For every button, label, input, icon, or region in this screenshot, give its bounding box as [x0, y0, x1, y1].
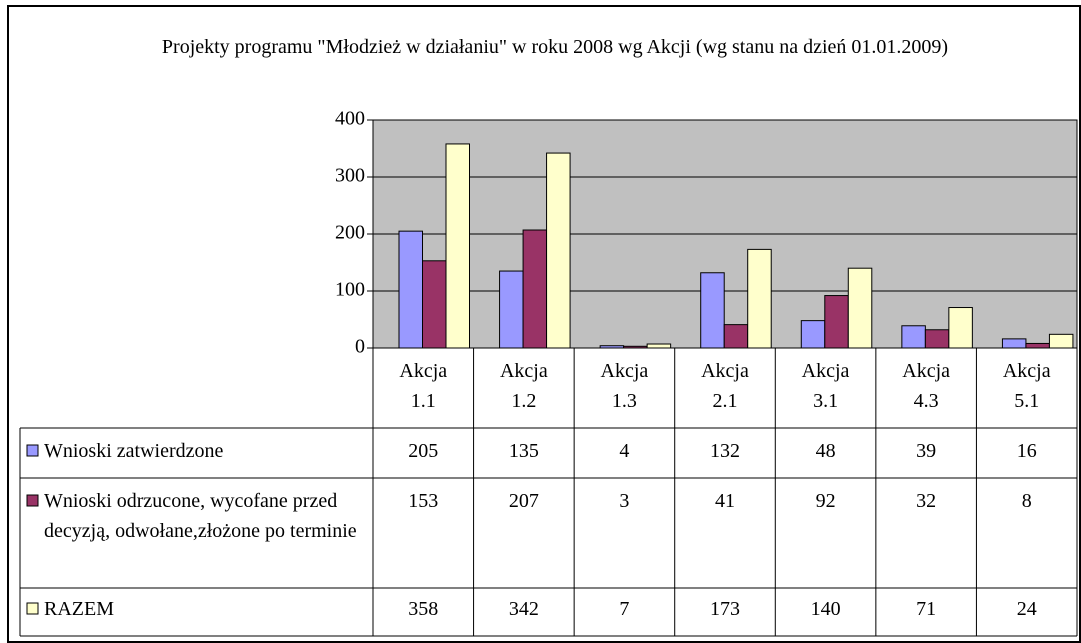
- x-tick-label: Akcja 3.1: [801, 360, 850, 412]
- bar: [700, 272, 725, 349]
- x-tick-label: Akcja 1.3: [600, 360, 649, 412]
- bar: [1048, 333, 1074, 349]
- table-value: 207: [508, 490, 539, 512]
- plot-border: [372, 119, 1078, 349]
- y-tick-label: 200: [335, 222, 365, 244]
- legend-label: Wnioski odrzucone, wycofane przed decyzj…: [44, 490, 357, 542]
- bar: [948, 307, 973, 349]
- table-value: 4: [619, 440, 630, 462]
- bar: [1001, 338, 1027, 349]
- x-tick-label: Akcja 4.3: [902, 360, 951, 412]
- bar: [646, 343, 672, 349]
- table-value: 135: [508, 440, 539, 462]
- y-tick-label: 300: [335, 165, 365, 187]
- bar: [723, 324, 749, 349]
- table-value: 132: [709, 440, 740, 462]
- table-value: 48: [815, 440, 836, 462]
- y-tick-label: 400: [335, 108, 365, 130]
- legend-label: Wnioski zatwierdzone: [44, 440, 224, 462]
- bar: [824, 295, 849, 349]
- table-value: 153: [408, 490, 439, 512]
- table-value: 7: [619, 598, 630, 620]
- table-value: 140: [810, 598, 841, 620]
- bar: [800, 320, 826, 349]
- bar: [747, 248, 772, 349]
- table-value: 3: [619, 490, 630, 512]
- table-value: 8: [1021, 490, 1032, 512]
- table-value: 71: [916, 598, 937, 620]
- table-value: 92: [815, 490, 836, 512]
- table-value: 16: [1016, 440, 1037, 462]
- bar: [924, 329, 950, 349]
- bar: [901, 325, 926, 349]
- bar: [1025, 342, 1050, 349]
- legend-swatch: [26, 494, 39, 507]
- table-value: 342: [508, 598, 539, 620]
- bar: [522, 229, 548, 349]
- table-value: 358: [408, 598, 439, 620]
- table-value: 205: [408, 440, 439, 462]
- bar: [398, 230, 423, 349]
- legend-swatch: [26, 602, 39, 615]
- legend-swatch: [26, 444, 39, 457]
- bar: [847, 267, 873, 349]
- table-value: 32: [916, 490, 937, 512]
- bar: [445, 143, 470, 349]
- x-tick-label: Akcja 1.1: [399, 360, 448, 412]
- bar: [499, 270, 524, 349]
- table-value: 173: [709, 598, 740, 620]
- bar: [546, 152, 571, 349]
- bar: [422, 260, 447, 349]
- table-value: 41: [714, 490, 735, 512]
- table-value: 24: [1016, 598, 1037, 620]
- table-value: 39: [916, 440, 937, 462]
- x-tick-label: Akcja 5.1: [1002, 360, 1051, 412]
- x-tick-label: Akcja 2.1: [701, 360, 749, 412]
- chart-title: Projekty programu "Młodzież w działaniu"…: [161, 36, 949, 58]
- legend-label: RAZEM: [44, 598, 114, 620]
- x-tick-label: Akcja 1.2: [499, 360, 548, 412]
- y-tick-label: 0: [355, 336, 365, 358]
- y-tick-label: 100: [335, 279, 365, 301]
